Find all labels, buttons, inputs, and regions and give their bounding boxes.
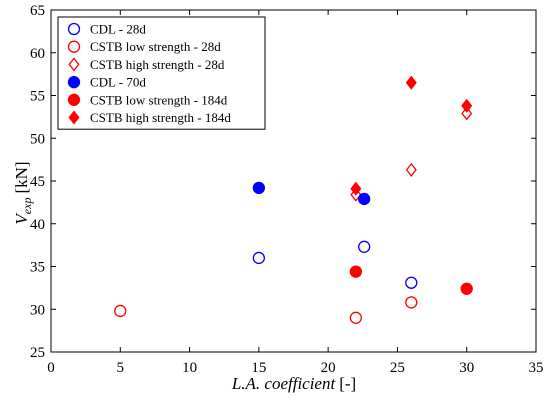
- data-point-series-3: [350, 187, 362, 202]
- x-tick-label: 10: [182, 360, 197, 376]
- y-tick-label: 25: [30, 345, 45, 361]
- data-point-series-1: [405, 276, 418, 289]
- legend-marker: [67, 75, 81, 89]
- data-point-series-2: [349, 311, 363, 324]
- legend-box: [57, 16, 266, 130]
- data-point-series-1: [358, 240, 371, 253]
- data-point-series-6: [405, 75, 417, 90]
- legend-marker: [67, 22, 81, 36]
- y-axis-title: Vexp [kN]: [12, 161, 34, 224]
- legend-label: CSTB high strength - 28d: [90, 57, 225, 72]
- data-point-series-6: [350, 181, 362, 196]
- y-axis-title-main: V: [12, 212, 31, 225]
- data-point-series-5: [460, 282, 473, 295]
- x-tick-label: 20: [321, 360, 336, 376]
- data-point-series-4: [358, 192, 371, 206]
- legend-marker: [67, 93, 81, 106]
- legend: CDL - 28d CSTB low strength - 28d CSTB hig…: [57, 16, 266, 130]
- y-tick-label: 50: [30, 131, 45, 147]
- legend-label: CDL - 70d: [90, 75, 146, 90]
- legend-label: CDL - 28d: [90, 22, 146, 37]
- x-tick-label: 0: [47, 360, 55, 376]
- data-point-series-1: [252, 251, 266, 265]
- legend-marker: [67, 40, 81, 53]
- y-tick-label: 45: [30, 174, 45, 190]
- data-point-series-3: [405, 162, 417, 177]
- y-tick-label: 55: [30, 89, 45, 105]
- x-tick-label: 30: [459, 360, 474, 376]
- y-axis-title-subscript: exp: [20, 198, 34, 215]
- data-point-series-6: [461, 98, 473, 113]
- data-marks: [114, 75, 473, 324]
- legend-label: CSTB low strength - 184d: [90, 92, 228, 107]
- x-tick-label: 25: [390, 360, 405, 376]
- legend-label: CSTB low strength - 28d: [90, 39, 221, 54]
- legend-marker: [68, 110, 80, 125]
- axis-ticks: 0 5 10 15 20 25 30 35 25 30 35 40 45 50 55 60 65: [30, 3, 544, 376]
- legend-marker: [68, 57, 80, 72]
- data-point-series-2: [114, 304, 127, 318]
- data-point-series-3: [461, 106, 473, 121]
- y-tick-label: 60: [30, 46, 45, 62]
- y-tick-label: 30: [30, 302, 45, 318]
- x-tick-label: 35: [529, 360, 544, 376]
- y-tick-label: 35: [30, 260, 45, 276]
- data-point-series-4: [252, 181, 266, 194]
- y-tick-label: 65: [30, 3, 45, 19]
- data-point-series-2: [405, 296, 418, 309]
- data-point-series-5: [349, 265, 363, 278]
- legend-label: CSTB high strength - 184d: [90, 110, 231, 125]
- y-axis-title-unit: [kN]: [12, 161, 31, 193]
- x-tick-label: 15: [251, 360, 266, 376]
- y-tick-label: 40: [30, 217, 45, 233]
- x-tick-label: 5: [117, 360, 125, 376]
- x-axis-title-main: L.A. coefficient: [231, 374, 337, 393]
- x-axis-title-unit: [-]: [339, 374, 356, 393]
- x-axis-title: L.A. coefficient [-]: [231, 374, 356, 393]
